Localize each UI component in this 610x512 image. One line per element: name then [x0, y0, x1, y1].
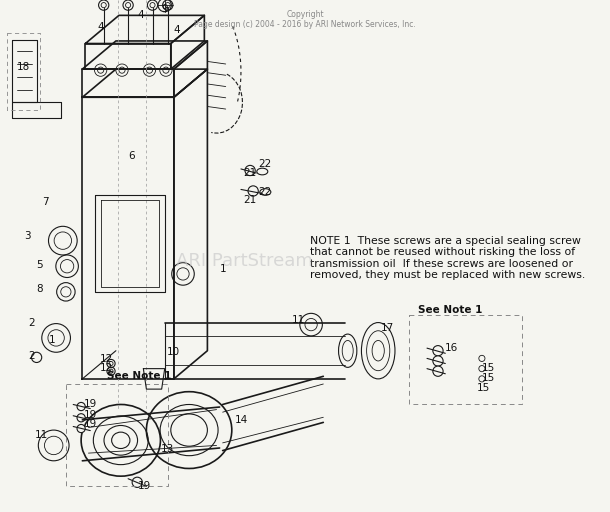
- Text: 19: 19: [84, 419, 97, 429]
- Text: 4: 4: [137, 10, 143, 20]
- Text: 1: 1: [220, 264, 226, 274]
- Circle shape: [77, 402, 85, 411]
- Text: 18: 18: [16, 61, 30, 72]
- Text: See Note 1: See Note 1: [418, 305, 483, 315]
- Circle shape: [163, 0, 173, 10]
- Circle shape: [77, 414, 85, 422]
- Text: 1: 1: [49, 335, 55, 346]
- Circle shape: [433, 356, 443, 366]
- Text: Copyright
Page design (c) 2004 - 2016 by ARI Network Services, Inc.: Copyright Page design (c) 2004 - 2016 by…: [194, 10, 416, 29]
- Text: 11: 11: [35, 430, 48, 440]
- Text: ARI PartStream: ARI PartStream: [176, 252, 312, 270]
- Text: 15: 15: [477, 383, 490, 393]
- Circle shape: [433, 366, 443, 376]
- Circle shape: [99, 0, 109, 10]
- Circle shape: [433, 346, 443, 356]
- Text: 13: 13: [161, 443, 174, 454]
- Text: 4: 4: [98, 22, 104, 32]
- Text: 10: 10: [167, 347, 181, 357]
- Circle shape: [123, 0, 133, 10]
- Text: 16: 16: [445, 343, 458, 353]
- Text: 4: 4: [174, 25, 180, 35]
- Circle shape: [148, 0, 157, 10]
- Circle shape: [77, 424, 85, 433]
- Text: 12: 12: [100, 362, 113, 373]
- Text: 21: 21: [243, 195, 257, 205]
- Text: 22: 22: [259, 187, 272, 197]
- Text: 12: 12: [100, 354, 113, 365]
- Text: 5: 5: [37, 260, 43, 270]
- Text: 11: 11: [292, 315, 306, 325]
- Text: 6: 6: [128, 151, 134, 161]
- Text: 9: 9: [162, 4, 168, 14]
- Text: 14: 14: [234, 415, 248, 425]
- Text: See Note 1: See Note 1: [107, 371, 171, 381]
- Text: NOTE 1  These screws are a special sealing screw
that cannot be reused without r: NOTE 1 These screws are a special sealin…: [310, 236, 585, 281]
- Text: 22: 22: [259, 159, 272, 169]
- Text: 21: 21: [243, 168, 257, 178]
- Text: 19: 19: [84, 410, 97, 420]
- Text: 17: 17: [381, 323, 394, 333]
- Text: 15: 15: [481, 362, 495, 373]
- Text: 2: 2: [29, 317, 35, 328]
- Text: 7: 7: [43, 197, 49, 207]
- Text: 19: 19: [84, 399, 97, 410]
- Circle shape: [132, 477, 142, 487]
- Text: 8: 8: [37, 284, 43, 294]
- Text: 3: 3: [24, 230, 31, 241]
- Text: 15: 15: [481, 373, 495, 383]
- Text: 2: 2: [29, 351, 35, 361]
- Text: 19: 19: [138, 481, 151, 492]
- Circle shape: [32, 352, 41, 362]
